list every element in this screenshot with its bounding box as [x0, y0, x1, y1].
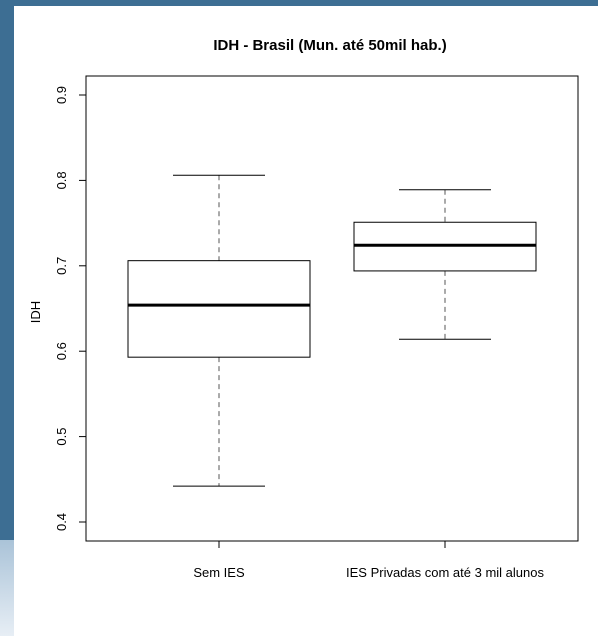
y-axis: 0.4 0.5 0.6 0.7 0.8 0.9: [54, 86, 86, 531]
plot-frame: [85, 75, 579, 542]
iqr-box: [127, 260, 311, 358]
x-tick-label: Sem IES: [193, 565, 245, 580]
y-tick-label: 0.8: [54, 171, 69, 189]
boxes: [127, 174, 537, 487]
box-2: [353, 189, 537, 340]
chart-title: IDH - Brasil (Mun. até 50mil hab.): [213, 37, 446, 54]
x-tick-label: IES Privadas com até 3 mil alunos: [346, 565, 544, 580]
y-axis-title: IDH: [28, 301, 43, 323]
box-1: [127, 174, 311, 487]
top-border-strip: [0, 0, 598, 6]
y-tick-label: 0.6: [54, 342, 69, 360]
y-tick-label: 0.7: [54, 257, 69, 275]
y-tick-label: 0.9: [54, 86, 69, 104]
y-tick-label: 0.5: [54, 428, 69, 446]
y-tick-label: 0.4: [54, 513, 69, 531]
side-panel-gradient: [0, 540, 14, 636]
x-axis: Sem IES IES Privadas com até 3 mil alunos: [193, 541, 544, 580]
side-panel: [0, 0, 14, 540]
